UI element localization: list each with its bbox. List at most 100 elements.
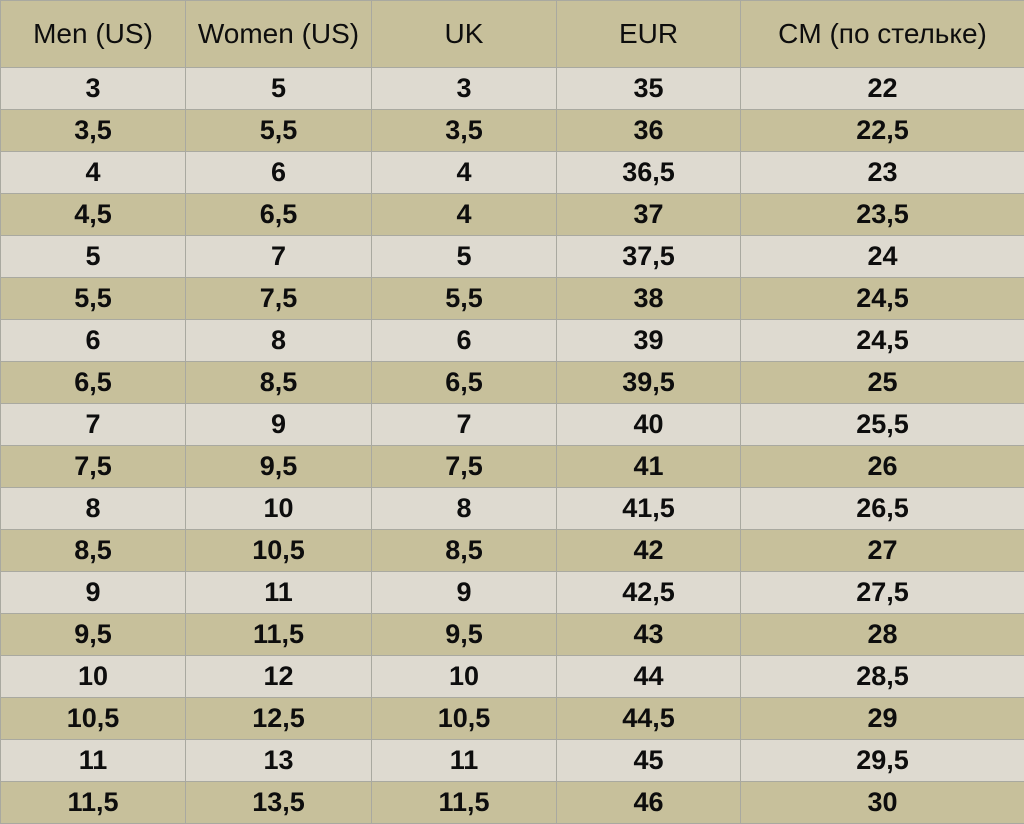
cell-cm: 25,5 bbox=[741, 404, 1024, 446]
header-women-us: Women (US) bbox=[186, 1, 372, 68]
cell-uk: 8 bbox=[372, 488, 557, 530]
cell-cm: 23 bbox=[741, 152, 1024, 194]
cell-women-us: 10 bbox=[186, 488, 372, 530]
cell-eur: 44 bbox=[557, 656, 741, 698]
cell-men-us: 5 bbox=[1, 236, 186, 278]
cell-eur: 36 bbox=[557, 110, 741, 152]
cell-uk: 6 bbox=[372, 320, 557, 362]
cell-men-us: 9 bbox=[1, 572, 186, 614]
cell-uk: 8,5 bbox=[372, 530, 557, 572]
cell-eur: 44,5 bbox=[557, 698, 741, 740]
cell-uk: 6,5 bbox=[372, 362, 557, 404]
cell-cm: 24,5 bbox=[741, 320, 1024, 362]
cell-men-us: 8,5 bbox=[1, 530, 186, 572]
cell-men-us: 4 bbox=[1, 152, 186, 194]
cell-men-us: 6,5 bbox=[1, 362, 186, 404]
cell-women-us: 6,5 bbox=[186, 194, 372, 236]
cell-men-us: 11 bbox=[1, 740, 186, 782]
header-row: Men (US) Women (US) UK EUR CM (по стельк… bbox=[1, 1, 1024, 68]
cell-eur: 38 bbox=[557, 278, 741, 320]
cell-uk: 5,5 bbox=[372, 278, 557, 320]
cell-uk: 3 bbox=[372, 68, 557, 110]
cell-women-us: 5 bbox=[186, 68, 372, 110]
cell-women-us: 10,5 bbox=[186, 530, 372, 572]
cell-eur: 42,5 bbox=[557, 572, 741, 614]
cell-eur: 39 bbox=[557, 320, 741, 362]
cell-uk: 7,5 bbox=[372, 446, 557, 488]
cell-men-us: 8 bbox=[1, 488, 186, 530]
cell-uk: 9,5 bbox=[372, 614, 557, 656]
cell-women-us: 7 bbox=[186, 236, 372, 278]
cell-cm: 27,5 bbox=[741, 572, 1024, 614]
cell-cm: 30 bbox=[741, 782, 1024, 824]
cell-men-us: 4,5 bbox=[1, 194, 186, 236]
cell-eur: 37,5 bbox=[557, 236, 741, 278]
cell-eur: 45 bbox=[557, 740, 741, 782]
cell-cm: 22,5 bbox=[741, 110, 1024, 152]
cell-cm: 28,5 bbox=[741, 656, 1024, 698]
cell-uk: 10 bbox=[372, 656, 557, 698]
cell-eur: 36,5 bbox=[557, 152, 741, 194]
cell-eur: 35 bbox=[557, 68, 741, 110]
cell-women-us: 9 bbox=[186, 404, 372, 446]
cell-eur: 37 bbox=[557, 194, 741, 236]
cell-men-us: 7,5 bbox=[1, 446, 186, 488]
cell-men-us: 5,5 bbox=[1, 278, 186, 320]
header-men-us: Men (US) bbox=[1, 1, 186, 68]
cell-men-us: 11,5 bbox=[1, 782, 186, 824]
cell-uk: 3,5 bbox=[372, 110, 557, 152]
cell-uk: 11,5 bbox=[372, 782, 557, 824]
cell-uk: 7 bbox=[372, 404, 557, 446]
cell-women-us: 13,5 bbox=[186, 782, 372, 824]
cell-cm: 29,5 bbox=[741, 740, 1024, 782]
cell-men-us: 10 bbox=[1, 656, 186, 698]
cell-cm: 24,5 bbox=[741, 278, 1024, 320]
table-header: Men (US) Women (US) UK EUR CM (по стельк… bbox=[1, 1, 1024, 68]
cell-eur: 41 bbox=[557, 446, 741, 488]
cell-uk: 4 bbox=[372, 194, 557, 236]
cell-eur: 46 bbox=[557, 782, 741, 824]
cell-uk: 11 bbox=[372, 740, 557, 782]
cell-cm: 23,5 bbox=[741, 194, 1024, 236]
header-uk: UK bbox=[372, 1, 557, 68]
cell-women-us: 6 bbox=[186, 152, 372, 194]
cell-eur: 41,5 bbox=[557, 488, 741, 530]
cell-eur: 42 bbox=[557, 530, 741, 572]
cell-women-us: 12,5 bbox=[186, 698, 372, 740]
cell-women-us: 7,5 bbox=[186, 278, 372, 320]
cell-men-us: 9,5 bbox=[1, 614, 186, 656]
cell-eur: 40 bbox=[557, 404, 741, 446]
cell-women-us: 12 bbox=[186, 656, 372, 698]
cell-cm: 28 bbox=[741, 614, 1024, 656]
header-cm: CM (по стельке) bbox=[741, 1, 1024, 68]
cell-men-us: 3,5 bbox=[1, 110, 186, 152]
cell-uk: 10,5 bbox=[372, 698, 557, 740]
cell-cm: 26,5 bbox=[741, 488, 1024, 530]
cell-cm: 26 bbox=[741, 446, 1024, 488]
cell-uk: 5 bbox=[372, 236, 557, 278]
cell-cm: 22 bbox=[741, 68, 1024, 110]
header-eur: EUR bbox=[557, 1, 741, 68]
cell-women-us: 13 bbox=[186, 740, 372, 782]
cell-men-us: 7 bbox=[1, 404, 186, 446]
cell-women-us: 9,5 bbox=[186, 446, 372, 488]
cell-cm: 29 bbox=[741, 698, 1024, 740]
